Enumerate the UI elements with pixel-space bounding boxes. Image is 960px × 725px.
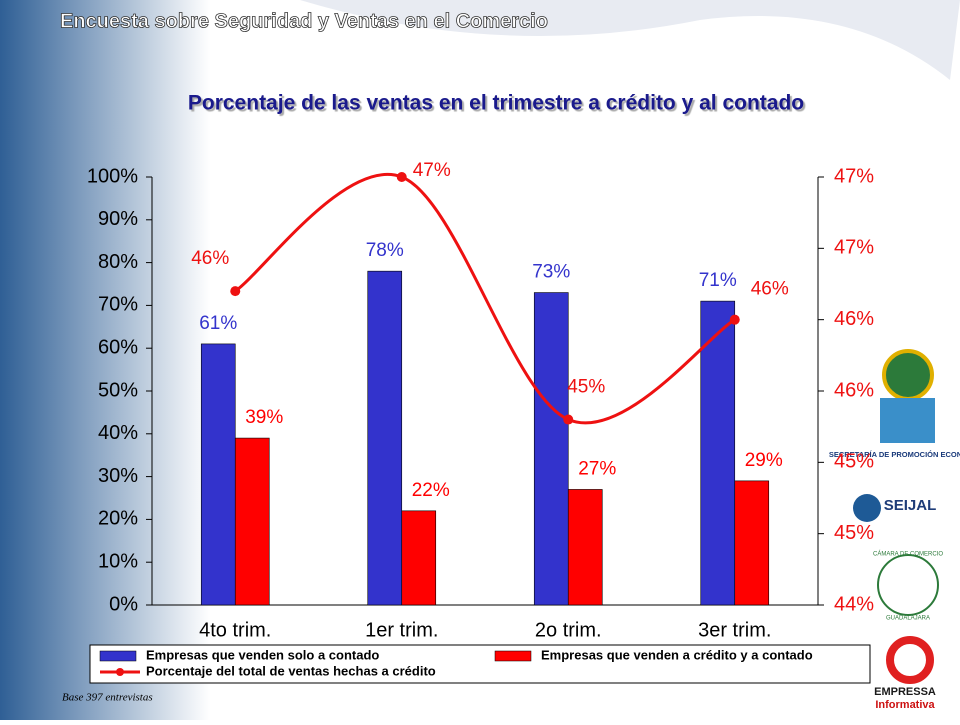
bar: [200, 343, 236, 606]
y-tick-label: 30%: [98, 465, 138, 487]
value-label: 78%: [366, 240, 404, 261]
bar: [567, 489, 603, 606]
logo-empressa-mark: [886, 636, 934, 684]
bar: [234, 437, 270, 606]
logo-text: SEIJAL: [884, 497, 937, 514]
bar: [401, 510, 437, 606]
y-tick-label: 70%: [98, 294, 138, 316]
y-tick-label: 80%: [98, 251, 138, 273]
value-label: 22%: [412, 480, 450, 501]
legend-label: Porcentaje del total de ventas hechas a …: [146, 663, 436, 678]
value-label: 39%: [245, 407, 283, 428]
legend-label: Empresas que venden a crédito y a contad…: [541, 647, 813, 662]
side-strip: [0, 0, 210, 720]
footnote: Base 397 entrevistas: [62, 692, 153, 704]
y2-tick-label: 47%: [834, 237, 874, 259]
bar: [734, 480, 770, 606]
value-label: 46%: [191, 248, 229, 269]
line-marker: [563, 414, 574, 425]
bar: [700, 300, 736, 606]
legend-marker: [116, 668, 124, 676]
value-label: 45%: [567, 377, 605, 398]
logo-text: SECRETARÍA DE PROMOCIÓN ECONÓMICA: [829, 450, 960, 459]
value-label: 46%: [751, 279, 789, 300]
y-tick-label: 10%: [98, 550, 138, 572]
x-tick-label: 4to trim.: [199, 619, 271, 641]
y-tick-label: 0%: [109, 593, 138, 615]
line: [234, 173, 736, 425]
legend-box: [89, 644, 871, 684]
value-label: 29%: [745, 450, 783, 471]
bar: [367, 270, 403, 606]
y2-tick-label: 46%: [834, 308, 874, 330]
header: Encuesta sobre Seguridad y Ventas en el …: [60, 10, 548, 32]
x-tick-label: 2o trim.: [535, 619, 602, 641]
watermark: [300, 0, 960, 80]
legend-swatch: [99, 650, 137, 662]
value-label: 27%: [578, 458, 616, 479]
y-tick-label: 60%: [98, 336, 138, 358]
line-marker: [230, 286, 241, 297]
legend-swatch: [494, 650, 532, 662]
chart-title: Porcentaje de las ventas en el trimestre…: [188, 92, 804, 115]
y-tick-label: 40%: [98, 422, 138, 444]
y-tick-label: 20%: [98, 508, 138, 530]
y2-tick-label: 44%: [834, 593, 874, 615]
logo-promocion: [880, 398, 935, 443]
y2-tick-label: 46%: [834, 379, 874, 401]
logo-text: EMPRESSA: [874, 686, 936, 698]
logo-text: Informativa: [875, 699, 935, 711]
y-tick-label: 100%: [87, 165, 138, 187]
y2-tick-label: 47%: [834, 165, 874, 187]
logo-text: GUADALAJARA: [886, 616, 930, 622]
logo-seijal-mark: [853, 494, 881, 522]
logo-shield: [882, 349, 934, 401]
value-label: 71%: [699, 270, 737, 291]
y2-tick-label: 45%: [834, 451, 874, 473]
y-tick-label: 90%: [98, 208, 138, 230]
line-marker: [729, 314, 740, 325]
value-label: 47%: [413, 160, 451, 181]
x-tick-label: 3er trim.: [698, 619, 771, 641]
value-label: 73%: [532, 262, 570, 283]
y-tick-label: 50%: [98, 379, 138, 401]
y2-tick-label: 45%: [834, 522, 874, 544]
bar: [533, 292, 569, 606]
logo-camara: [877, 554, 939, 616]
line-marker: [396, 172, 407, 182]
value-label: 61%: [199, 313, 237, 334]
x-tick-label: 1er trim.: [365, 619, 438, 641]
logo-text: CÁMARA DE COMERCIO: [873, 551, 943, 558]
legend-label: Empresas que venden solo a contado: [146, 647, 379, 662]
